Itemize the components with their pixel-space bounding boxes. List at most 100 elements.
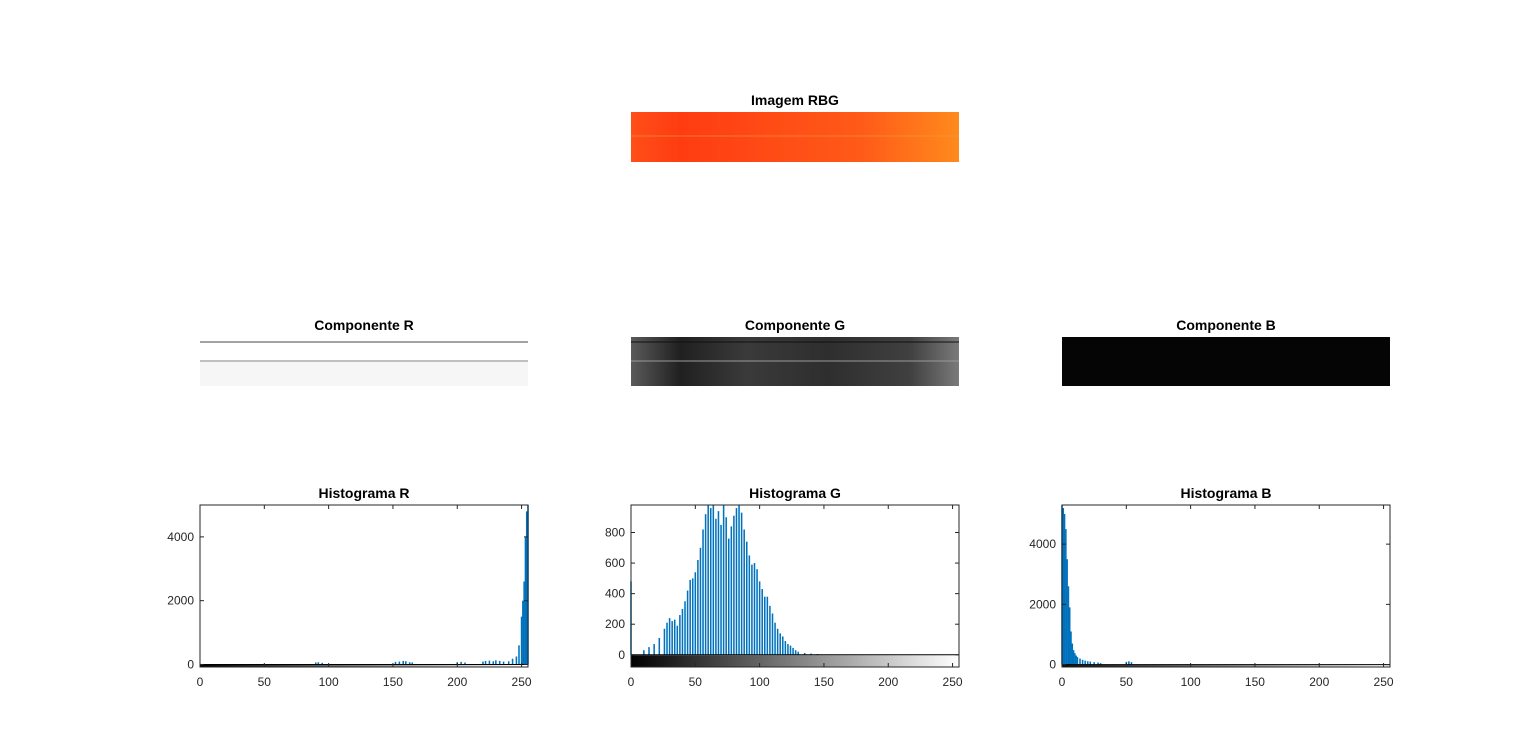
histogram-g-bar xyxy=(776,628,779,655)
histogram-g-bar xyxy=(787,644,789,655)
histogram-b-ytick-label: 4000 xyxy=(1029,537,1056,551)
histogram-g-bar xyxy=(751,564,753,655)
histogram-r-bar xyxy=(525,511,528,665)
histogram-g-bar xyxy=(709,508,712,655)
histogram-g-bar xyxy=(699,547,702,655)
histogram-g-colorbar xyxy=(631,655,959,667)
histogram-g-bar xyxy=(738,505,740,655)
histogram-g-bar xyxy=(789,645,792,655)
histogram-g-bar xyxy=(782,636,784,655)
histogram-r-ytick-label: 2000 xyxy=(167,594,194,608)
histogram-r-bar xyxy=(411,662,414,665)
histogram-r-axes xyxy=(199,504,529,668)
histogram-g-bar xyxy=(753,563,756,655)
component-r-image xyxy=(200,337,528,386)
histogram-g-bar xyxy=(653,644,655,655)
histogram-g-xtick-label: 250 xyxy=(943,675,963,689)
histogram-g-bar xyxy=(668,618,671,655)
histogram-b-colorbar xyxy=(1062,665,1390,667)
histogram-g-bar xyxy=(702,529,704,655)
histogram-g-bar xyxy=(722,505,725,655)
histogram-b-bar xyxy=(1063,514,1066,665)
histogram-b-bar xyxy=(1065,529,1067,665)
histogram-g-xtick-label: 150 xyxy=(814,675,834,689)
histogram-g-bar xyxy=(704,514,707,655)
histogram-r-bar xyxy=(402,660,405,665)
histogram-r-bar xyxy=(408,662,411,665)
histogram-b-bar xyxy=(1070,631,1072,665)
histogram-g-bar xyxy=(694,572,697,655)
component-b-title: Componente B xyxy=(1176,317,1276,333)
histogram-r-colorbar xyxy=(200,664,528,667)
histogram-g-bar xyxy=(779,633,781,655)
histogram-r-bar xyxy=(317,662,320,665)
histogram-g-bar xyxy=(715,518,717,655)
histogram-g-xtick-label: 0 xyxy=(628,675,635,689)
component-g-image xyxy=(631,337,959,386)
histogram-g-axes xyxy=(630,504,960,668)
histogram-b-xtick-label: 50 xyxy=(1120,675,1134,689)
histogram-g-bar xyxy=(810,653,812,655)
histogram-g-bar xyxy=(686,590,689,655)
histogram-b-xtick-label: 100 xyxy=(1181,675,1201,689)
histogram-r-bar xyxy=(518,645,520,665)
histogram-b-xtick-label: 150 xyxy=(1245,675,1265,689)
histogram-g-xtick-label: 200 xyxy=(878,675,898,689)
histogram-b-bar xyxy=(1079,658,1081,665)
histogram-g-bar xyxy=(771,613,774,655)
histogram-r-bar xyxy=(520,616,523,665)
histogram-g-bar xyxy=(717,511,720,655)
histogram-b-ytick-label: 2000 xyxy=(1029,597,1056,611)
histogram-g-ytick-label: 200 xyxy=(605,617,625,631)
histogram-g-title: Histograma G xyxy=(749,485,841,501)
histogram-r-title: Histograma R xyxy=(318,485,409,501)
histogram-r-bar xyxy=(464,662,466,665)
histogram-g-bar xyxy=(676,625,679,655)
histogram-g-bar xyxy=(648,647,650,655)
histogram-g-bar xyxy=(684,601,686,655)
histogram-g-bar xyxy=(792,647,794,655)
histogram-b: Histograma B 0 50 100 150 200 250 0 2000 4000 xyxy=(1029,485,1394,689)
histogram-b-bar xyxy=(1074,653,1076,665)
histogram-r-bar xyxy=(498,660,501,665)
histogram-g-bar xyxy=(743,529,745,655)
histogram-r-bar xyxy=(502,661,505,665)
histogram-g-bar xyxy=(784,641,787,655)
histogram-b-axes xyxy=(1061,504,1391,668)
histogram-r-bar xyxy=(515,656,518,665)
histogram-r-xtick-label: 250 xyxy=(512,675,532,689)
histogram-r-bar xyxy=(314,662,317,665)
histogram-g-bar xyxy=(707,505,709,655)
histogram-g-bar xyxy=(697,560,699,655)
histogram-r-bar xyxy=(482,661,484,665)
histogram-g-xtick-label: 100 xyxy=(750,675,770,689)
histogram-g-bar xyxy=(666,622,668,655)
histogram-g-bar xyxy=(764,596,766,655)
histogram-g-bar xyxy=(643,650,645,655)
component-g-title: Componente G xyxy=(745,317,845,333)
histogram-g-bar xyxy=(745,541,748,655)
histogram-g-bar xyxy=(735,508,738,655)
component-b-image xyxy=(1062,337,1390,386)
histogram-g-bar xyxy=(756,569,758,655)
histogram-r-ytick-label: 0 xyxy=(187,657,194,671)
histogram-b-xtick-label: 0 xyxy=(1059,675,1066,689)
histogram-r-bar xyxy=(522,600,524,665)
histogram-r-xtick-label: 100 xyxy=(319,675,339,689)
histogram-b-bar xyxy=(1072,650,1075,665)
histogram-b-xtick-label: 200 xyxy=(1309,675,1329,689)
histogram-b-bar xyxy=(1067,586,1070,665)
histogram-g-bar xyxy=(712,505,715,655)
histogram-g-bar xyxy=(733,515,735,655)
histogram-b-bar xyxy=(1066,559,1068,665)
histogram-g-bar xyxy=(727,538,730,655)
histogram-g-bar xyxy=(658,637,661,655)
histogram-g-ytick-label: 0 xyxy=(618,648,625,662)
histogram-g-bar xyxy=(691,578,694,655)
histogram-g-bar xyxy=(748,555,751,655)
histogram-r-xtick-label: 50 xyxy=(258,675,272,689)
histogram-b-bar xyxy=(1084,660,1086,665)
histogram-g-bar xyxy=(663,628,666,655)
rgb-image-title: Imagem RBG xyxy=(751,92,839,108)
